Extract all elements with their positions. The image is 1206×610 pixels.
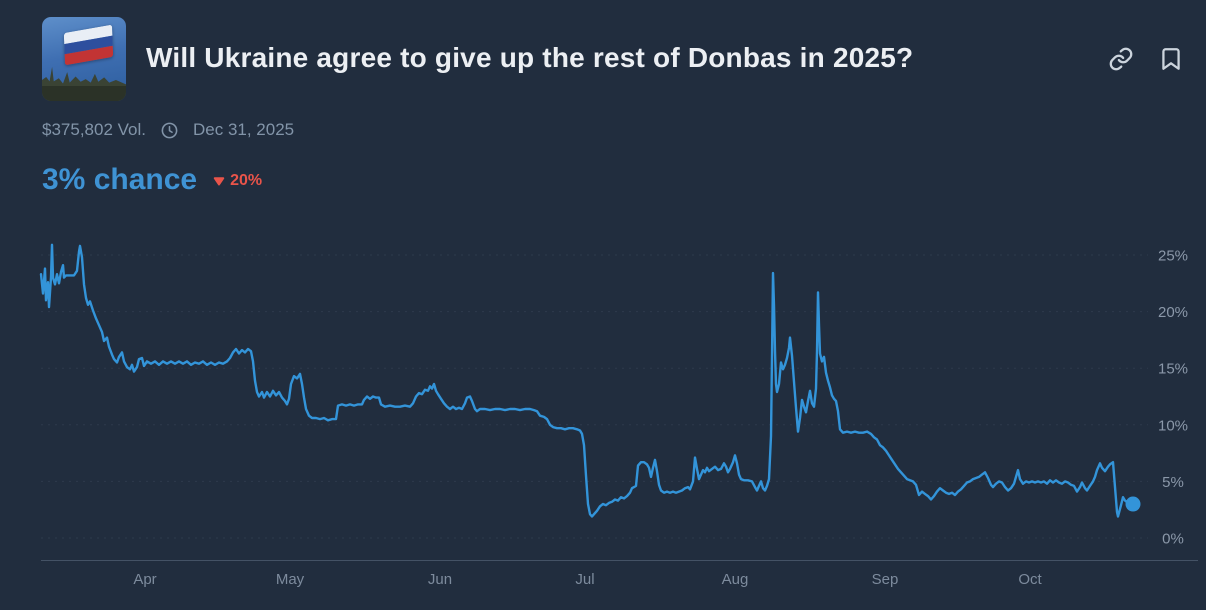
chance-change-value: 20% xyxy=(230,172,263,189)
chance-value: 3% chance xyxy=(42,163,198,196)
x-axis-label: Apr xyxy=(133,571,156,588)
volume-label: $375,802 Vol. xyxy=(42,120,146,139)
x-axis-label: Jun xyxy=(428,571,452,588)
end-date-label: Dec 31, 2025 xyxy=(192,120,295,139)
price-line xyxy=(39,243,1135,518)
endpoint-dot xyxy=(1125,496,1141,512)
bookmark-icon[interactable] xyxy=(1158,46,1184,72)
x-axis-label: May xyxy=(276,571,305,588)
y-axis-label: 25% xyxy=(1158,248,1188,265)
x-axis-label: Jul xyxy=(575,571,594,588)
chance-change: 20% xyxy=(213,172,262,190)
russian-flag-graphic xyxy=(63,24,113,66)
market-meta: $375,802 Vol. Dec 31, 2025 xyxy=(42,120,294,140)
market-avatar xyxy=(42,17,126,101)
y-axis-label: 15% xyxy=(1158,361,1188,378)
page-title: Will Ukraine agree to give up the rest o… xyxy=(146,42,914,73)
y-axis-label: 0% xyxy=(1162,531,1184,548)
chance-row: 3% chance 20% xyxy=(42,163,262,197)
triangle-down-icon xyxy=(213,177,225,186)
y-axis-label: 5% xyxy=(1162,474,1184,491)
header-actions xyxy=(1108,46,1184,72)
x-axis-label: Sep xyxy=(872,571,899,588)
clock-icon xyxy=(160,121,179,140)
copy-link-icon[interactable] xyxy=(1108,46,1134,72)
y-axis-label: 20% xyxy=(1158,304,1188,321)
x-axis-label: Oct xyxy=(1018,571,1042,588)
x-axis-label: Aug xyxy=(722,571,749,588)
y-axis-label: 10% xyxy=(1158,417,1188,434)
